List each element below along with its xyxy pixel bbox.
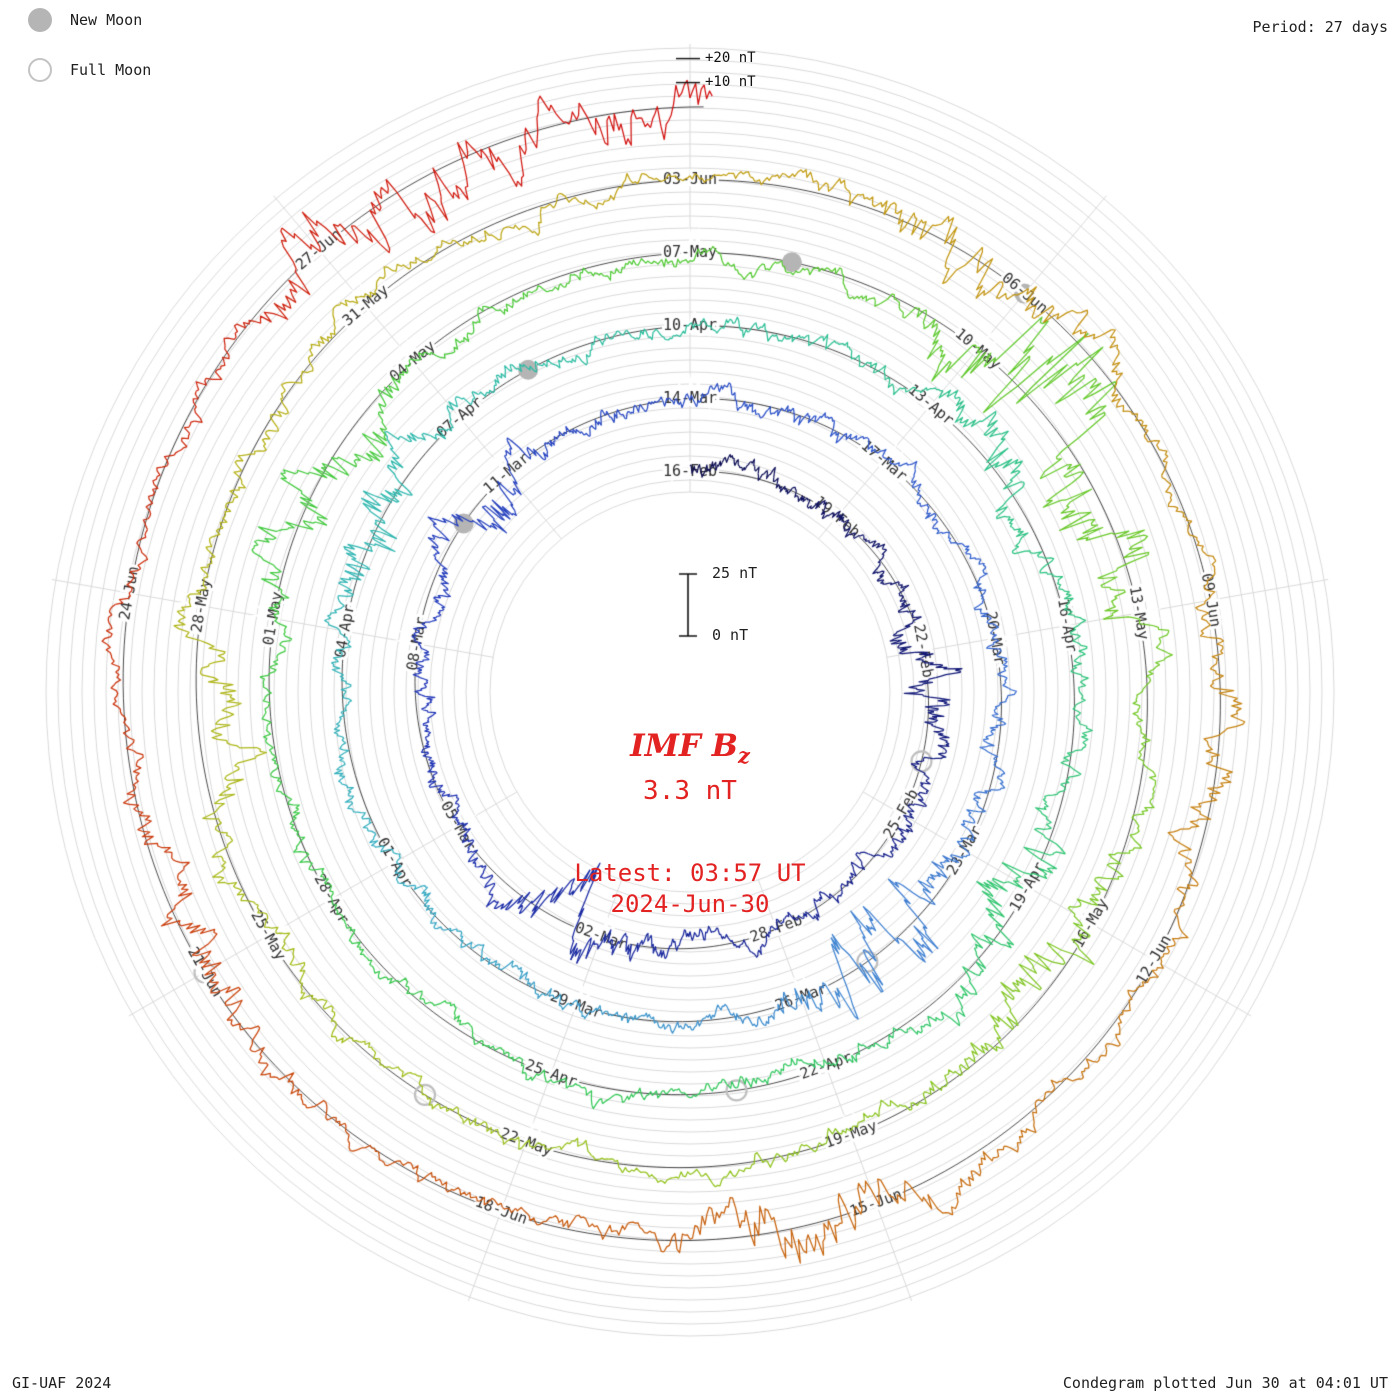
legend-full-moon-label: Full Moon xyxy=(70,61,152,79)
latest-readout: Latest: 03:57 UT 2024-Jun-30 xyxy=(574,858,805,920)
latest-time: Latest: 03:57 UT xyxy=(574,859,806,887)
new-moon-icon xyxy=(28,8,52,32)
full-moon-icon xyxy=(28,58,52,82)
credit-label: GI-UAF 2024 xyxy=(12,1374,112,1392)
outer-tick-label-10: +10 nT xyxy=(705,74,756,90)
legend-new-moon: New Moon xyxy=(28,8,151,32)
scale-bar-top-label: 25 nT xyxy=(712,564,758,582)
legend-new-moon-label: New Moon xyxy=(70,11,143,29)
outer-tick-label-20: +20 nT xyxy=(705,50,756,66)
scale-bar-bottom-label: 0 nT xyxy=(712,626,749,644)
period-label: Period: 27 days xyxy=(1252,18,1388,36)
moon-legend: New Moon Full Moon xyxy=(28,8,151,82)
legend-full-moon: Full Moon xyxy=(28,58,151,82)
current-value: 3.3 nT xyxy=(643,776,737,806)
latest-date: 2024-Jun-30 xyxy=(610,890,770,919)
chart-title-subscript: z xyxy=(737,743,750,769)
chart-title-main: IMF B xyxy=(630,728,738,764)
plotted-timestamp: Condegram plotted Jun 30 at 04:01 UT xyxy=(1062,1374,1388,1392)
chart-title: IMF Bz xyxy=(630,728,750,768)
